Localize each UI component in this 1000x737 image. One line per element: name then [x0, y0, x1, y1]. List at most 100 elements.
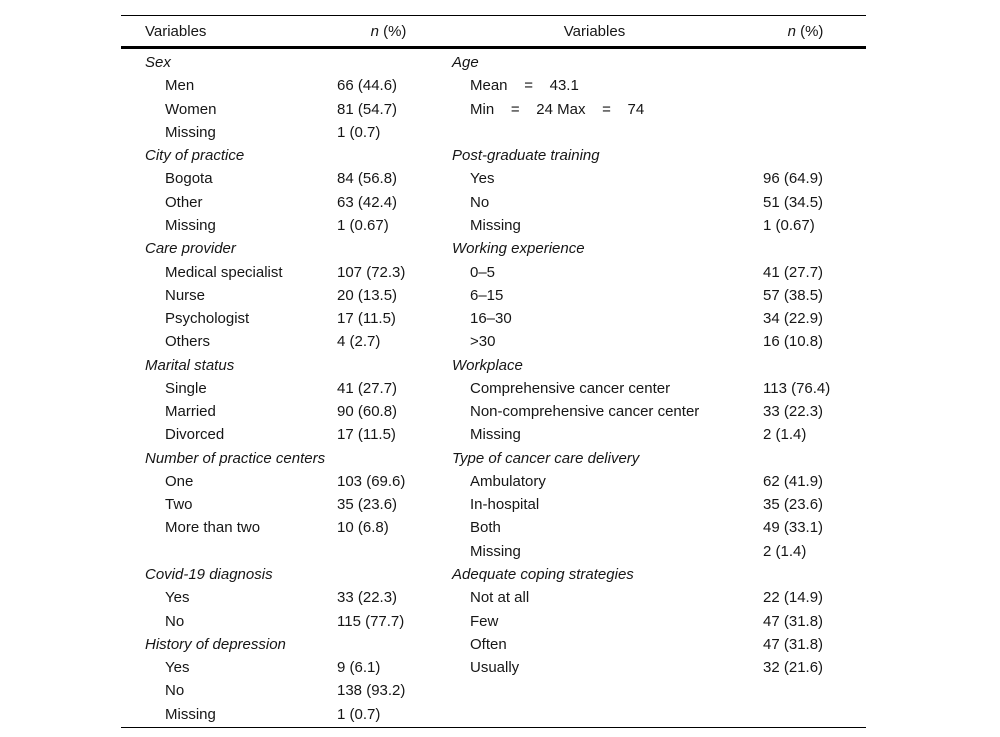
variable-label [121, 540, 337, 563]
value-n-pct [337, 51, 440, 74]
n-symbol: n [370, 22, 379, 40]
variable-section-label: Care provider [145, 240, 236, 258]
value-n-pct [337, 447, 440, 470]
value-n-pct [337, 237, 440, 260]
value-n-pct: 103 (69.6) [337, 472, 406, 490]
variable-label: Yes [470, 170, 495, 188]
variable-label: Married [165, 403, 216, 421]
value-n-pct [763, 353, 866, 376]
value-n-pct: 41 (27.7) [337, 379, 398, 397]
variable-label: More than two [165, 519, 261, 537]
variable-label: Often [470, 635, 507, 653]
value-n-pct: 2 (1.4) [763, 542, 807, 560]
variable-section-label: History of depression [145, 635, 286, 653]
value-n-pct: 1 (0.67) [337, 216, 389, 234]
value-n-pct: 57 (38.5) [763, 286, 824, 304]
value-n-pct: 90 (60.8) [337, 403, 398, 421]
pct-label: (%) [795, 22, 824, 40]
column-header-variables-right: Variables [440, 23, 763, 40]
variable-label: Non-comprehensive cancer center [470, 403, 700, 421]
value-n-pct: 66 (44.6) [337, 77, 398, 95]
variable-label: Women [165, 100, 217, 118]
variable-section-label: Type of cancer care delivery [452, 449, 640, 467]
value-n-pct [763, 702, 866, 725]
variable-label: No [470, 193, 490, 211]
value-n-pct: 47 (31.8) [763, 635, 824, 653]
value-n-pct: 1 (0.67) [763, 216, 815, 234]
value-n-pct: 47 (31.8) [763, 612, 824, 630]
variable-label: Single [165, 379, 207, 397]
variable-label [440, 679, 763, 702]
variable-label: 16–30 [470, 310, 512, 328]
variable-label: Other [165, 193, 203, 211]
variable-section-label: Number of practice centers [145, 449, 326, 467]
variable-section-label: Workplace [452, 356, 523, 374]
value-n-pct [337, 540, 440, 563]
variable-label: No [165, 682, 185, 700]
demographics-table: Variables n (%) Variables n (%) Sex Age Me… [121, 15, 866, 728]
variable-section-label: Age [452, 54, 479, 72]
variable-label: 0–5 [470, 263, 496, 281]
column-header-n-right: n (%) [763, 23, 866, 40]
variable-label: Missing [165, 216, 216, 234]
variable-label [440, 121, 763, 144]
value-n-pct: 22 (14.9) [763, 589, 824, 607]
variable-label: Men [165, 77, 195, 95]
value-n-pct: 113 (76.4) [763, 379, 831, 397]
value-n-pct: 51 (34.5) [763, 193, 824, 211]
variable-label: 6–15 [470, 286, 504, 304]
variable-label [440, 702, 763, 725]
variable-label: Usually [470, 659, 520, 677]
value-n-pct: 81 (54.7) [337, 100, 398, 118]
value-n-pct: 4 (2.7) [337, 333, 381, 351]
value-n-pct [763, 447, 866, 470]
value-n-pct [763, 98, 866, 121]
variable-label: Missing [470, 216, 521, 234]
value-n-pct: 17 (11.5) [337, 310, 396, 328]
value-n-pct [763, 237, 866, 260]
variable-label: Yes [165, 589, 190, 607]
variable-label: Yes [165, 659, 190, 677]
value-n-pct [763, 74, 866, 97]
variable-label: Medical specialist [165, 263, 283, 281]
column-header-label: Variables [563, 22, 626, 40]
value-n-pct: 33 (22.3) [337, 589, 398, 607]
value-n-pct: 62 (41.9) [763, 472, 824, 490]
value-n-pct: 41 (27.7) [763, 263, 824, 281]
value-n-pct: 96 (64.9) [763, 170, 824, 188]
value-n-pct: 138 (93.2) [337, 682, 406, 700]
variable-label: In-hospital [470, 496, 540, 514]
variable-label: One [165, 472, 194, 490]
value-n-pct: 107 (72.3) [337, 263, 406, 281]
variable-label: Missing [165, 123, 216, 141]
value-n-pct: 2 (1.4) [763, 426, 807, 444]
value-n-pct: 20 (13.5) [337, 286, 398, 304]
value-n-pct: 1 (0.7) [337, 123, 381, 141]
variable-label: No [165, 612, 185, 630]
variable-label: Missing [470, 426, 521, 444]
variable-label: Others [165, 333, 211, 351]
variable-section-label: Adequate coping strategies [452, 565, 634, 583]
value-n-pct: 16 (10.8) [763, 333, 824, 351]
variable-label: Few [470, 612, 499, 630]
value-n-pct: 32 (21.6) [763, 659, 824, 677]
variable-section-label: City of practice [145, 147, 245, 165]
value-n-pct: 115 (77.7) [337, 612, 405, 630]
value-n-pct: 1 (0.7) [337, 705, 381, 723]
variable-section-label: Sex [145, 54, 171, 72]
value-n-pct: 33 (22.3) [763, 403, 824, 421]
variable-label: Divorced [165, 426, 225, 444]
value-n-pct [337, 633, 440, 656]
variable-label: Two [165, 496, 193, 514]
variable-label: Bogota [165, 170, 213, 188]
table-body: Sex Age Men 66 (44.6) Mean = 43.1 Women 81 (54… [121, 49, 866, 728]
variable-label: Comprehensive cancer center [470, 379, 671, 397]
value-n-pct: 35 (23.6) [763, 496, 824, 514]
value-n-pct: 49 (33.1) [763, 519, 824, 537]
value-n-pct: 9 (6.1) [337, 659, 381, 677]
variable-label: Ambulatory [470, 472, 546, 490]
variable-section-label: Covid-19 diagnosis [145, 565, 273, 583]
value-n-pct: 34 (22.9) [763, 310, 824, 328]
pct-label: (%) [378, 22, 407, 40]
